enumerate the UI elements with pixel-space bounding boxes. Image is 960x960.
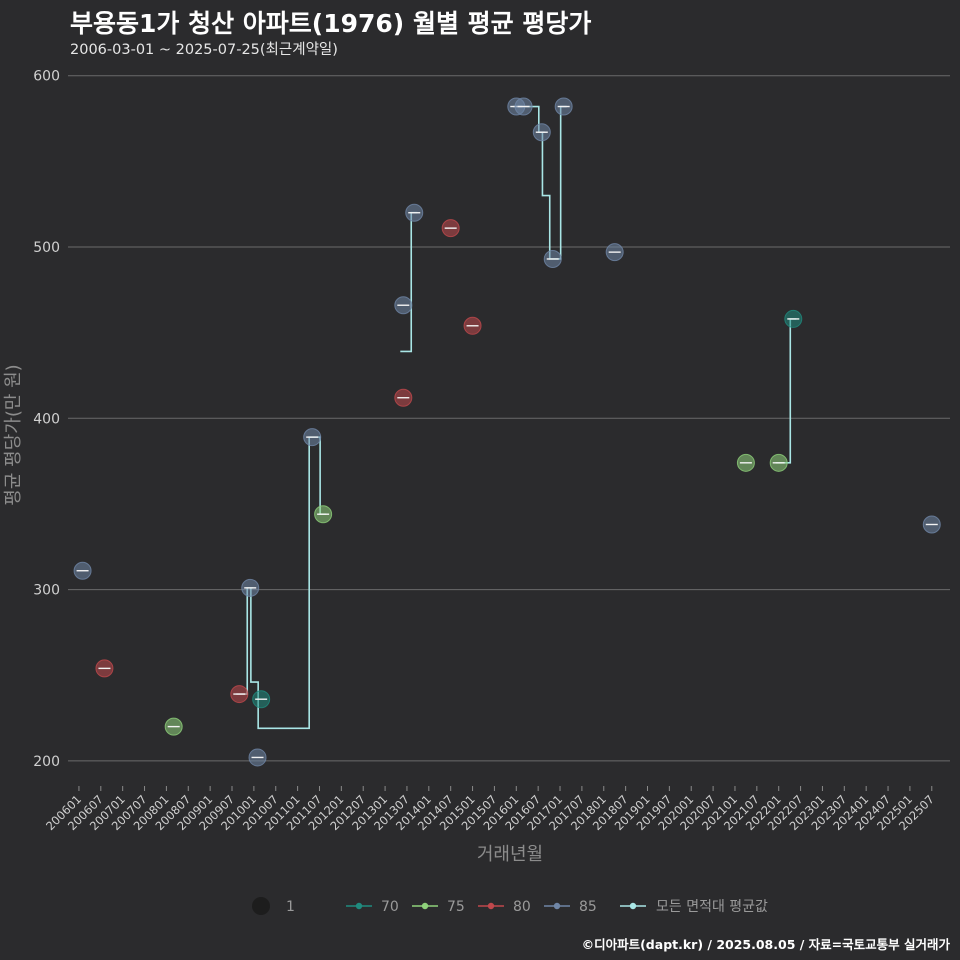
average-line-segment	[775, 318, 797, 464]
chart-caption: ©디아파트(dapt.kr) / 2025.08.05 / 자료=국토교통부 실…	[581, 937, 950, 952]
grid-lines	[68, 75, 950, 762]
legend-label: 모든 면적대 평균값	[656, 899, 768, 915]
y-tick-label: 400	[33, 411, 60, 427]
y-axis: 200 300 400 500 600	[33, 69, 60, 770]
legend-marker	[553, 902, 561, 910]
legend-marker	[629, 902, 637, 910]
y-tick-label: 500	[33, 240, 60, 256]
legend-label: 75	[447, 899, 465, 915]
legend-label: 70	[381, 899, 399, 915]
chart-subtitle: 2006-03-01 ~ 2025-07-25(최근계약일)	[70, 42, 338, 58]
legend-marker	[355, 902, 363, 910]
legend-marker	[421, 902, 429, 910]
x-axis: 2006012006072007012007072008012008072009…	[43, 786, 937, 833]
y-tick-label: 200	[33, 754, 60, 770]
y-tick-label: 300	[33, 583, 60, 599]
legend-marker	[487, 902, 495, 910]
average-line-segment	[400, 211, 418, 353]
average-line	[236, 105, 797, 730]
chart-title: 부용동1가 청산 아파트(1976) 월별 평균 평당가	[70, 9, 592, 38]
data-points	[73, 97, 941, 767]
legend-label: 80	[513, 899, 531, 915]
y-axis-title: 평균 평당가(만 원)	[3, 364, 24, 505]
y-tick-label: 600	[33, 69, 60, 85]
legend: 1 70 75 80 85 모든 면적대 평균값	[252, 897, 768, 915]
legend-label: 85	[579, 899, 597, 915]
x-axis-title: 거래년월	[477, 844, 543, 865]
legend-size-key	[252, 897, 270, 915]
legend-size-label: 1	[286, 899, 295, 915]
